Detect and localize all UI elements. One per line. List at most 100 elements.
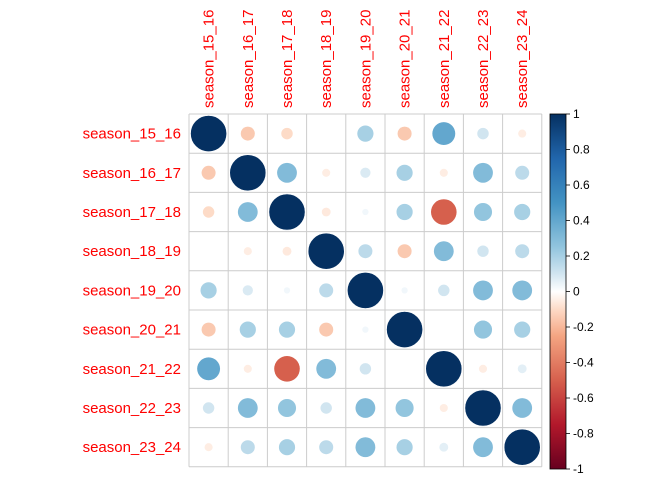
row-label-season_23_24: season_23_24 (83, 439, 181, 456)
correlation-circles (190, 115, 541, 466)
correlation-circle-season_21_22-season_23_24 (517, 364, 527, 374)
correlation-circle-season_16_17-season_22_23 (473, 162, 493, 183)
row-label-season_16_17: season_16_17 (83, 165, 181, 182)
correlation-circle-season_23_24-season_17_18 (278, 439, 296, 456)
correlation-circle-season_15_16-season_15_16 (190, 115, 228, 153)
column-labels: season_15_16 season_16_17 season_17_18 seas… (201, 10, 532, 108)
correlation-circle-season_17_18-season_20_21 (396, 203, 413, 221)
correlation-circle-season_23_24-season_18_19 (319, 440, 334, 455)
correlation-circle-season_17_18-season_21_22 (431, 199, 457, 225)
column-label-season_19_20: season_19_20 (357, 10, 374, 108)
correlation-circle-season_19_20-season_19_20 (346, 271, 384, 309)
correlation-circle-season_23_24-season_21_22 (439, 442, 449, 452)
correlation-circle-season_19_20-season_15_16 (200, 282, 217, 299)
correlation-circle-season_16_17-season_17_18 (277, 162, 297, 183)
correlation-circle-season_22_23-season_19_20 (355, 398, 376, 418)
correlation-circle-season_20_21-season_16_17 (239, 321, 256, 338)
correlation-circle-season_16_17-season_21_22 (439, 168, 448, 177)
correlation-circle-season_17_18-season_18_19 (321, 207, 331, 217)
correlation-circle-season_18_19-season_18_19 (307, 232, 345, 270)
row-label-season_22_23: season_22_23 (83, 400, 181, 417)
correlation-circle-season_21_22-season_15_16 (197, 357, 221, 381)
correlation-circle-season_21_22-season_19_20 (359, 363, 372, 375)
column-label-season_22_23: season_22_23 (475, 10, 492, 108)
correlation-circle-season_19_20-season_17_18 (283, 287, 291, 294)
correlation-circle-season_23_24-season_23_24 (503, 428, 541, 466)
correlation-circle-season_17_18-season_16_17 (237, 202, 258, 222)
correlation-circle-season_18_19-season_16_17 (243, 247, 252, 256)
correlation-circle-season_23_24-season_22_23 (473, 437, 493, 458)
correlation-circle-season_17_18-season_19_20 (362, 208, 369, 216)
correlation-circle-season_22_23-season_15_16 (202, 402, 215, 414)
correlation-circle-season_21_22-season_21_22 (425, 350, 463, 388)
correlation-circle-season_21_22-season_22_23 (478, 364, 488, 373)
correlation-circle-season_18_19-season_17_18 (282, 246, 292, 256)
correlation-circle-season_15_16-season_19_20 (357, 125, 374, 142)
row-labels: season_15_16 season_16_17 season_17_18seas… (83, 126, 181, 457)
correlation-circle-season_16_17-season_19_20 (360, 167, 371, 178)
correlation-circle-season_20_21-season_20_21 (386, 311, 424, 349)
colorbar-tick-label: -0.2 (573, 320, 594, 334)
correlation-circle-season_22_23-season_23_24 (512, 398, 533, 418)
correlation-circle-season_19_20-season_18_19 (319, 283, 334, 298)
correlation-circle-season_17_18-season_17_18 (268, 193, 306, 231)
colorbar-tick-label: -0.8 (573, 427, 594, 441)
correlation-circle-season_21_22-season_16_17 (243, 364, 252, 373)
correlation-circle-season_20_21-season_22_23 (473, 320, 493, 339)
correlation-circle-season_22_23-season_20_21 (395, 398, 414, 418)
correlation-circle-season_19_20-season_16_17 (242, 285, 253, 296)
correlation-circle-season_16_17-season_15_16 (201, 165, 216, 180)
row-label-season_18_19: season_18_19 (83, 243, 181, 260)
colorbar-tick-label: 0.8 (573, 143, 590, 157)
correlation-circle-season_22_23-season_18_19 (320, 402, 332, 414)
row-label-season_19_20: season_19_20 (83, 282, 181, 299)
correlation-circle-season_21_22-season_17_18 (274, 356, 300, 382)
correlation-circle-season_19_20-season_20_21 (401, 287, 408, 294)
correlation-circle-season_22_23-season_17_18 (277, 398, 297, 418)
correlation-circle-season_16_17-season_20_21 (396, 164, 413, 181)
correlation-circle-season_22_23-season_16_17 (237, 398, 258, 418)
row-label-season_17_18: season_17_18 (83, 204, 181, 221)
row-label-season_15_16: season_15_16 (83, 126, 181, 143)
correlation-circle-season_17_18-season_23_24 (514, 203, 531, 221)
column-label-season_21_22: season_21_22 (436, 10, 453, 108)
colorbar-tick-label: 0.4 (573, 214, 590, 228)
colorbar: 1 0.8 0.6 0.4 0.2 0 -0.2 -0.4 -0.6 -0.8 -1 (549, 107, 594, 476)
colorbar-tick-label: 0 (573, 285, 580, 299)
colorbar-tick-label: -1 (573, 462, 584, 476)
colorbar-tick-label: 0.6 (573, 178, 590, 192)
grid (188, 113, 543, 468)
column-label-season_15_16: season_15_16 (201, 10, 218, 108)
correlation-circle-season_15_16-season_20_21 (397, 126, 412, 141)
correlation-circle-season_18_19-season_23_24 (515, 244, 530, 259)
correlation-circle-season_15_16-season_17_18 (281, 127, 293, 140)
correlation-circle-season_20_21-season_19_20 (362, 326, 369, 333)
correlation-circle-season_19_20-season_21_22 (438, 284, 450, 297)
correlation-circle-season_15_16-season_21_22 (432, 122, 456, 146)
column-label-season_20_21: season_20_21 (397, 10, 414, 108)
column-label-season_18_19: season_18_19 (318, 10, 335, 108)
correlation-circle-season_18_19-season_20_21 (397, 244, 412, 259)
correlation-circle-season_15_16-season_22_23 (477, 127, 489, 140)
correlation-circle-season_16_17-season_23_24 (515, 165, 530, 180)
row-label-season_21_22: season_21_22 (83, 361, 181, 378)
colorbar-gradient (549, 113, 567, 470)
column-label-season_16_17: season_16_17 (240, 10, 257, 108)
correlation-circle-season_23_24-season_19_20 (355, 437, 376, 458)
correlation-circle-season_18_19-season_21_22 (433, 241, 454, 262)
colorbar-tick-label: -0.6 (573, 391, 594, 405)
row-label-season_20_21: season_20_21 (83, 322, 181, 339)
correlation-circle-season_20_21-season_23_24 (514, 321, 531, 338)
correlation-circle-season_20_21-season_15_16 (201, 322, 216, 337)
correlation-circle-season_16_17-season_18_19 (322, 168, 331, 177)
correlation-circle-season_18_19-season_22_23 (477, 245, 489, 257)
correlation-circle-season_22_23-season_21_22 (439, 403, 448, 413)
correlation-circle-season_19_20-season_22_23 (473, 280, 493, 301)
correlation-circle-season_17_18-season_22_23 (473, 202, 493, 222)
correlation-circle-season_21_22-season_18_19 (316, 358, 337, 379)
correlation-circle-season_23_24-season_20_21 (396, 439, 413, 456)
correlation-circle-season_23_24-season_15_16 (204, 443, 213, 452)
correlation-circle-season_15_16-season_23_24 (518, 129, 527, 138)
